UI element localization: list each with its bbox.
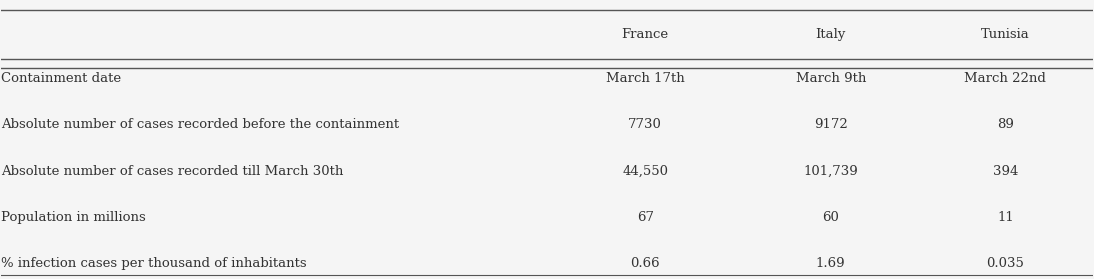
Text: 7730: 7730	[628, 119, 662, 131]
Text: 89: 89	[997, 119, 1014, 131]
Text: Absolute number of cases recorded till March 30th: Absolute number of cases recorded till M…	[1, 165, 344, 178]
Text: 44,550: 44,550	[622, 165, 668, 178]
Text: Italy: Italy	[815, 28, 846, 41]
Text: 67: 67	[637, 211, 654, 224]
Text: France: France	[621, 28, 668, 41]
Text: Containment date: Containment date	[1, 72, 121, 85]
Text: 394: 394	[992, 165, 1019, 178]
Text: Tunisia: Tunisia	[981, 28, 1029, 41]
Text: 1.69: 1.69	[816, 257, 846, 270]
Text: Population in millions: Population in millions	[1, 211, 147, 224]
Text: March 22nd: March 22nd	[965, 72, 1046, 85]
Text: 9172: 9172	[814, 119, 848, 131]
Text: 0.66: 0.66	[630, 257, 660, 270]
Text: 101,739: 101,739	[803, 165, 858, 178]
Text: March 9th: March 9th	[795, 72, 866, 85]
Text: March 17th: March 17th	[606, 72, 685, 85]
Text: % infection cases per thousand of inhabitants: % infection cases per thousand of inhabi…	[1, 257, 307, 270]
Text: 0.035: 0.035	[987, 257, 1024, 270]
Text: 60: 60	[823, 211, 839, 224]
Text: Absolute number of cases recorded before the containment: Absolute number of cases recorded before…	[1, 119, 399, 131]
Text: 11: 11	[997, 211, 1014, 224]
